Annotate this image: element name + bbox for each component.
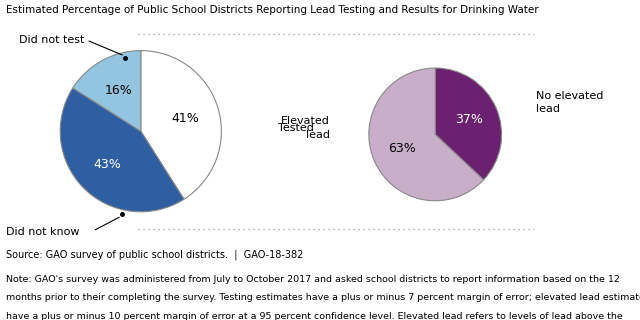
Text: Did not know: Did not know [6,227,80,237]
Wedge shape [73,51,141,131]
Text: months prior to their completing the survey. Testing estimates have a plus or mi: months prior to their completing the sur… [6,293,640,302]
Text: 43%: 43% [94,158,122,171]
Text: Estimated Percentage of Public School Districts Reporting Lead Testing and Resul: Estimated Percentage of Public School Di… [6,5,539,15]
Text: 37%: 37% [455,113,483,126]
Wedge shape [435,68,502,180]
Wedge shape [369,68,484,201]
Text: 16%: 16% [104,84,132,97]
Text: No elevated
lead: No elevated lead [536,91,604,114]
Wedge shape [141,51,221,199]
Text: 63%: 63% [388,142,415,156]
Text: Note: GAO's survey was administered from July to October 2017 and asked school d: Note: GAO's survey was administered from… [6,275,620,284]
Text: Source: GAO survey of public school districts.  |  GAO-18-382: Source: GAO survey of public school dist… [6,250,304,260]
Text: Did not test: Did not test [19,35,84,45]
Wedge shape [60,88,184,212]
Text: 41%: 41% [172,112,200,125]
Text: Elevated
lead: Elevated lead [281,116,330,140]
Text: Tested: Tested [278,123,314,133]
Text: have a plus or minus 10 percent margin of error at a 95 percent confidence level: have a plus or minus 10 percent margin o… [6,312,623,320]
